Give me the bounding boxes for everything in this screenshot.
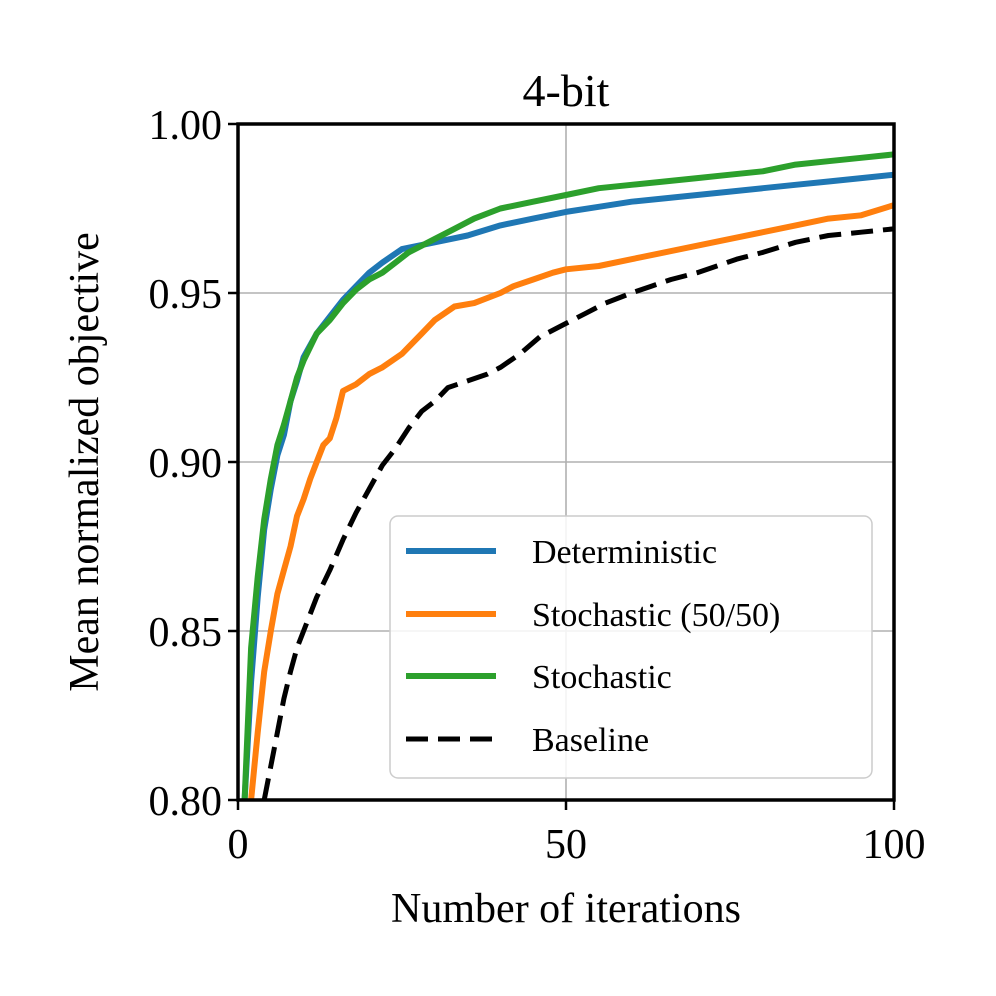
y-tick-label: 0.95 [149, 272, 223, 318]
axis-ticks: 0 50 100 0.80 0.85 0.90 0.95 1.00 [149, 103, 926, 868]
legend-label-stochastic-50-50: Stochastic (50/50) [532, 597, 780, 634]
y-tick-label: 0.80 [149, 779, 223, 825]
series-lines [241, 151, 894, 800]
y-tick-label: 0.85 [149, 610, 223, 656]
legend: Deterministic Stochastic (50/50) Stochasti… [389, 515, 873, 779]
y-axis-label: Mean normalized objective [62, 232, 108, 691]
legend-label-deterministic: Deterministic [532, 534, 717, 571]
x-axis-label: Number of iterations [391, 886, 741, 932]
series-line-baseline [261, 226, 894, 800]
x-tick-label: 100 [863, 822, 926, 868]
x-tick-label: 50 [545, 822, 587, 868]
y-tick-label: 0.90 [149, 441, 223, 487]
legend-box [389, 515, 873, 779]
series-line-stochastic-50-50 [248, 202, 894, 800]
y-tick-label: 1.00 [149, 103, 223, 149]
chart-title: 4-bit [523, 65, 610, 116]
legend-label-stochastic: Stochastic [532, 659, 672, 696]
x-tick-label: 0 [228, 822, 249, 868]
series-line-stochastic [241, 151, 894, 800]
legend-label-baseline: Baseline [532, 722, 649, 759]
